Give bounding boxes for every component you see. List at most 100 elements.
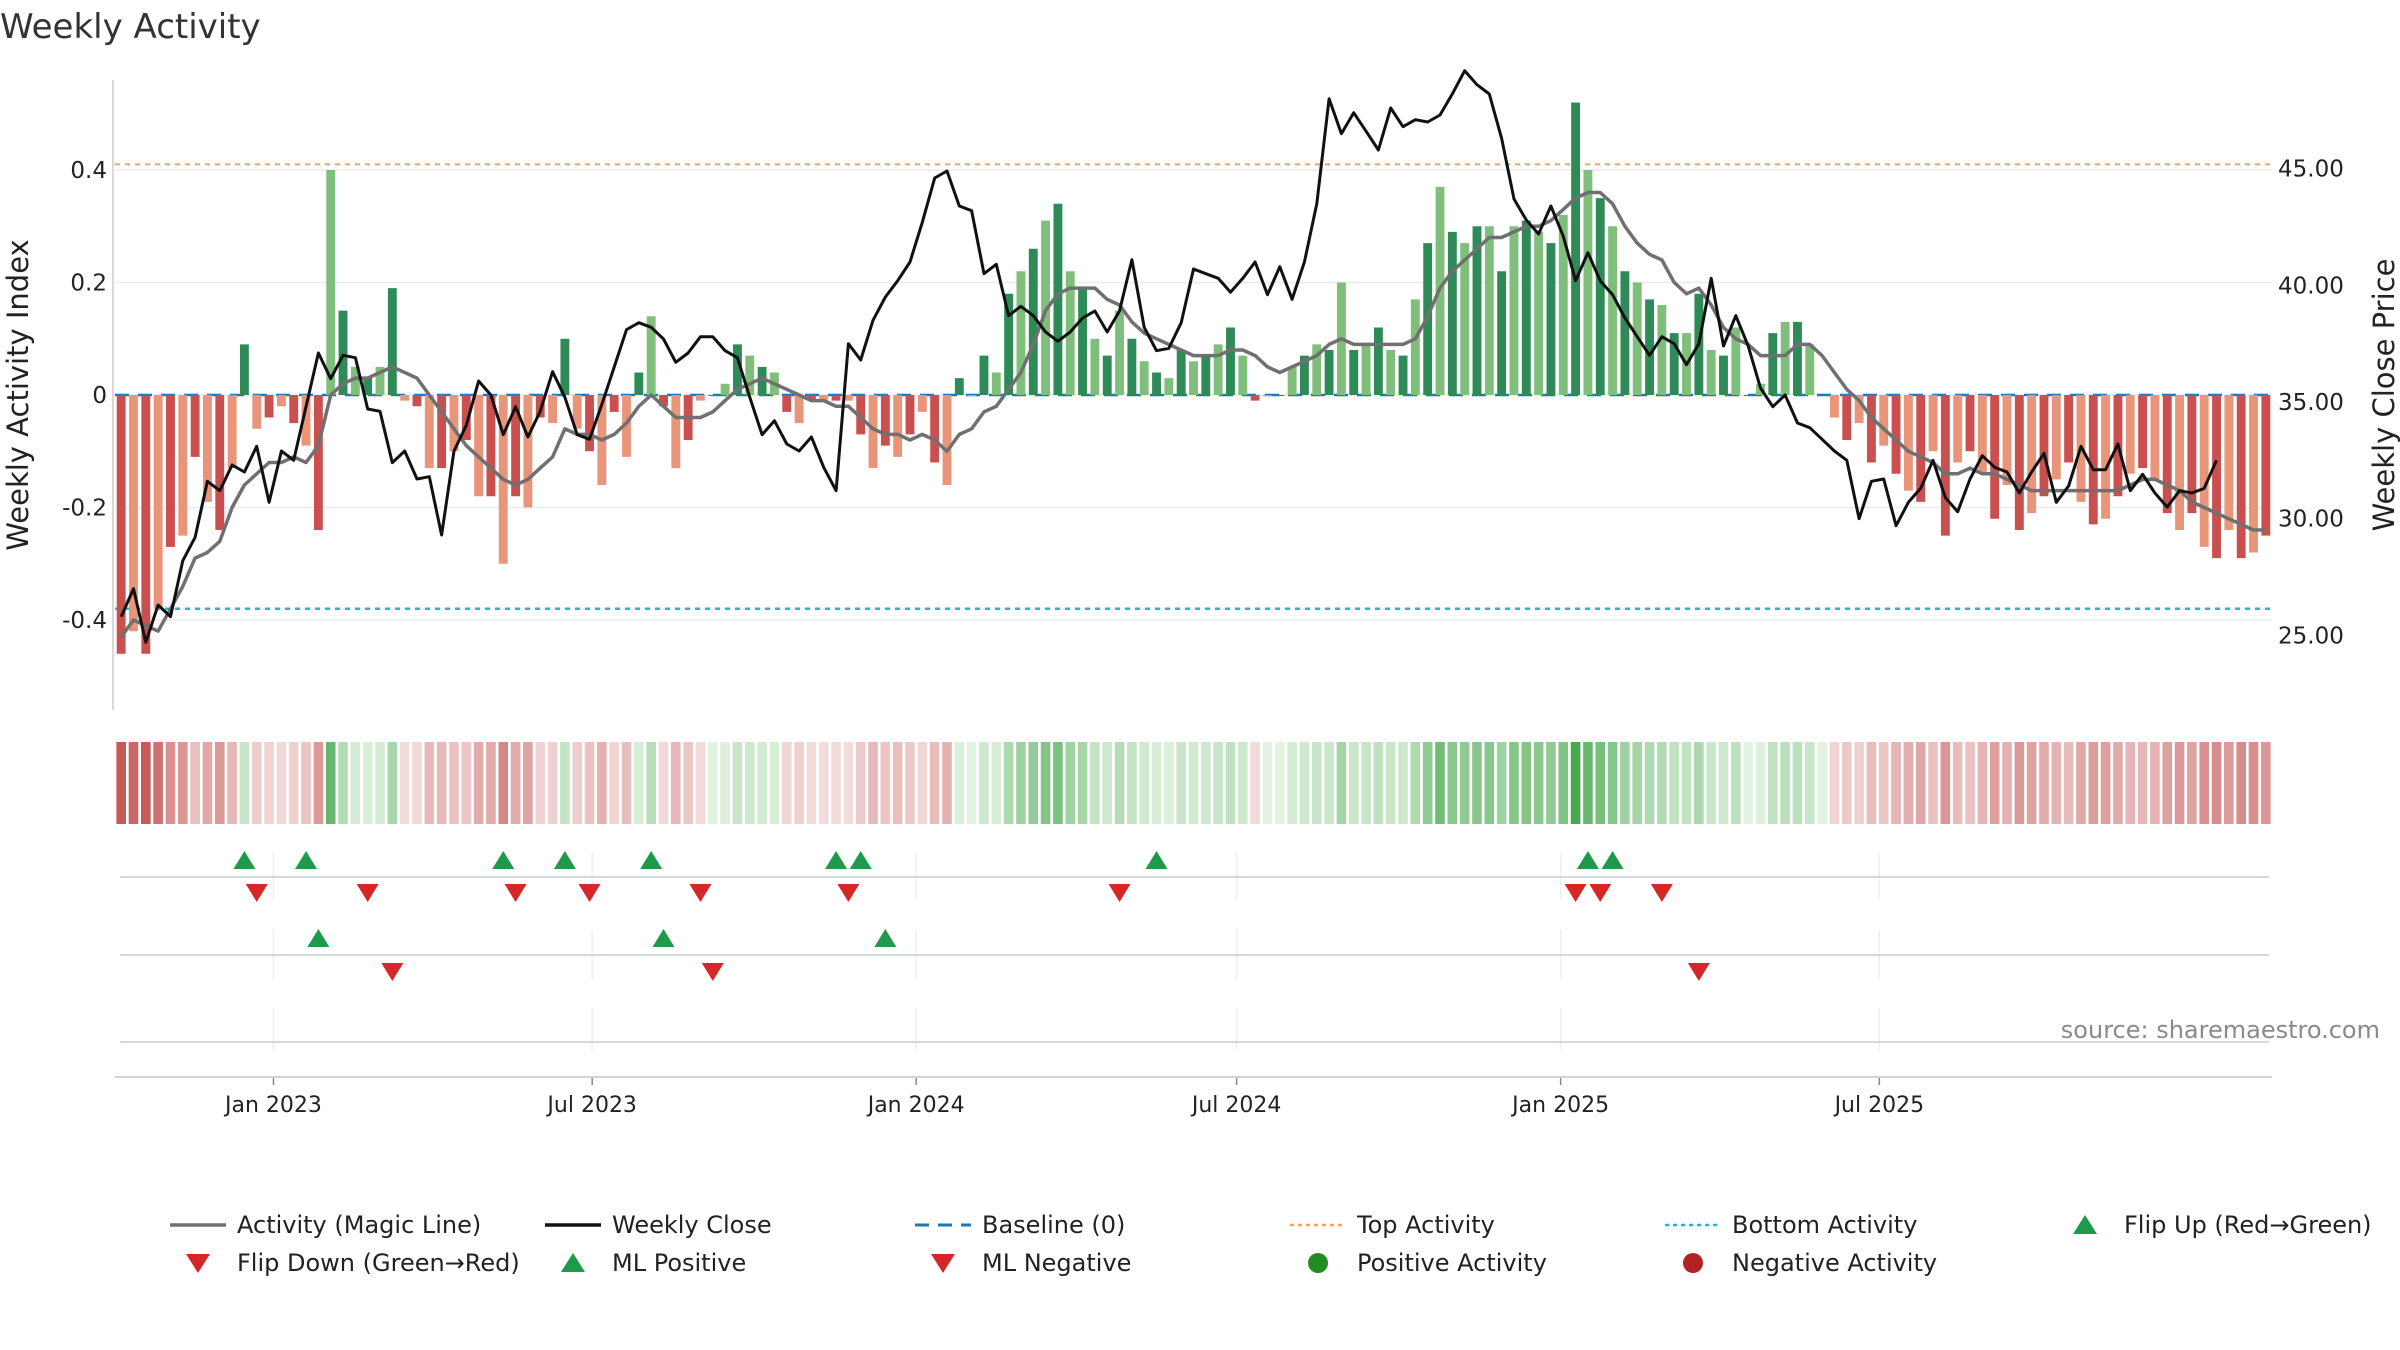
activity-bar — [1275, 395, 1285, 396]
heat-cell — [597, 742, 607, 824]
heat-cell — [424, 742, 435, 824]
activity-bar — [1238, 355, 1248, 395]
activity-bar — [856, 395, 866, 435]
heat-cell — [116, 742, 126, 824]
signal-down-marker — [701, 963, 724, 981]
heat-cell — [350, 742, 361, 824]
signal-down-marker — [504, 884, 527, 902]
activity-bar — [116, 395, 126, 654]
legend-item: Weekly Close — [545, 1211, 772, 1239]
signal-down-marker — [689, 884, 712, 902]
activity-bar — [215, 395, 225, 530]
legend-item: Positive Activity — [1308, 1249, 1547, 1277]
activity-bar — [757, 366, 767, 395]
heat-cell — [1706, 742, 1716, 824]
signal-up-marker — [492, 851, 515, 869]
signal-down-marker — [1108, 884, 1131, 902]
heat-cell — [1731, 742, 1741, 824]
heat-cell — [510, 742, 521, 824]
magic-line — [119, 190, 2266, 638]
activity-bar — [1916, 395, 1926, 502]
activity-bar — [868, 395, 878, 469]
activity-bar — [1595, 198, 1605, 395]
heat-cell — [2014, 742, 2025, 824]
activity-bar — [1139, 361, 1149, 395]
heat-cell — [1472, 742, 1482, 824]
signal-down-marker — [578, 884, 601, 902]
heat-cell — [2100, 742, 2111, 824]
activity-bar — [1719, 355, 1728, 395]
heat-cell — [1139, 742, 1150, 824]
heat-cell — [227, 742, 237, 824]
legend-swatch — [186, 1254, 210, 1273]
heat-cell — [2113, 742, 2123, 824]
heat-cell — [1595, 742, 1606, 824]
activity-bar — [1201, 355, 1211, 395]
legend-label: Flip Down (Green→Red) — [237, 1249, 520, 1277]
activity-bar — [141, 395, 151, 654]
heat-cell — [1928, 742, 1938, 824]
heat-cell — [2261, 742, 2271, 824]
activity-bar — [1263, 395, 1272, 396]
legend-label: Negative Activity — [1732, 1249, 1937, 1277]
heat-cell — [1065, 742, 1076, 824]
activity-bar — [511, 395, 521, 497]
activity-bar — [1977, 395, 1987, 474]
heat-cell — [2026, 742, 2037, 824]
activity-bar — [2199, 395, 2209, 547]
activity-bar — [1164, 378, 1174, 395]
heat-cell — [1583, 742, 1593, 824]
heat-cell — [141, 742, 151, 824]
activity-bar — [622, 395, 631, 457]
heat-cell — [1829, 742, 1840, 824]
activity-bar — [1078, 288, 1088, 395]
activity-bar — [252, 395, 262, 429]
heat-cell — [486, 742, 496, 824]
activity-bar — [1484, 226, 1494, 395]
heat-cell — [264, 742, 274, 824]
signal-up-marker — [1601, 851, 1624, 869]
activity-bar — [1460, 243, 1470, 395]
heat-cell — [1903, 742, 1914, 824]
heat-cell — [1016, 742, 1026, 824]
heat-cell — [1336, 742, 1347, 824]
heat-cell — [1287, 742, 1297, 824]
activity-bar — [363, 378, 373, 395]
heat-cell — [1484, 742, 1495, 824]
activity-bar — [2162, 395, 2172, 514]
activity-bar — [2236, 395, 2246, 559]
activity-bar — [474, 395, 484, 497]
activity-bar — [1102, 355, 1112, 395]
activity-bar — [1706, 350, 1716, 395]
heat-cell — [769, 742, 780, 824]
heat-cell — [1841, 742, 1852, 824]
heat-cell — [1768, 742, 1778, 824]
activity-bar — [129, 395, 138, 632]
activity-bar — [1349, 350, 1359, 395]
activity-bar — [1115, 310, 1124, 395]
activity-bar — [905, 395, 915, 435]
y-axis-left-label: Weekly Activity Index — [1, 239, 35, 550]
activity-bar — [634, 372, 644, 395]
activity-bar — [831, 395, 841, 401]
heat-cell — [2137, 742, 2148, 824]
heat-cell — [584, 742, 595, 824]
activity-bar — [2187, 395, 2197, 514]
activity-bar — [1213, 344, 1223, 395]
signal-up-marker — [825, 851, 848, 869]
heat-cell — [1915, 742, 1926, 824]
heat-cell — [1213, 742, 1223, 824]
heat-cell — [1151, 742, 1162, 824]
activity-bar — [1152, 372, 1161, 395]
heat-cell — [313, 742, 324, 824]
activity-bar — [1127, 338, 1137, 395]
activity-bar — [2212, 395, 2221, 559]
heat-cell — [2076, 742, 2086, 824]
heat-cell — [301, 742, 311, 824]
activity-bar — [1940, 395, 1950, 536]
heat-cell — [917, 742, 928, 824]
heat-cell — [1866, 742, 1877, 824]
y-tick-left: -0.2 — [62, 496, 107, 522]
signal-down-marker — [381, 963, 404, 981]
